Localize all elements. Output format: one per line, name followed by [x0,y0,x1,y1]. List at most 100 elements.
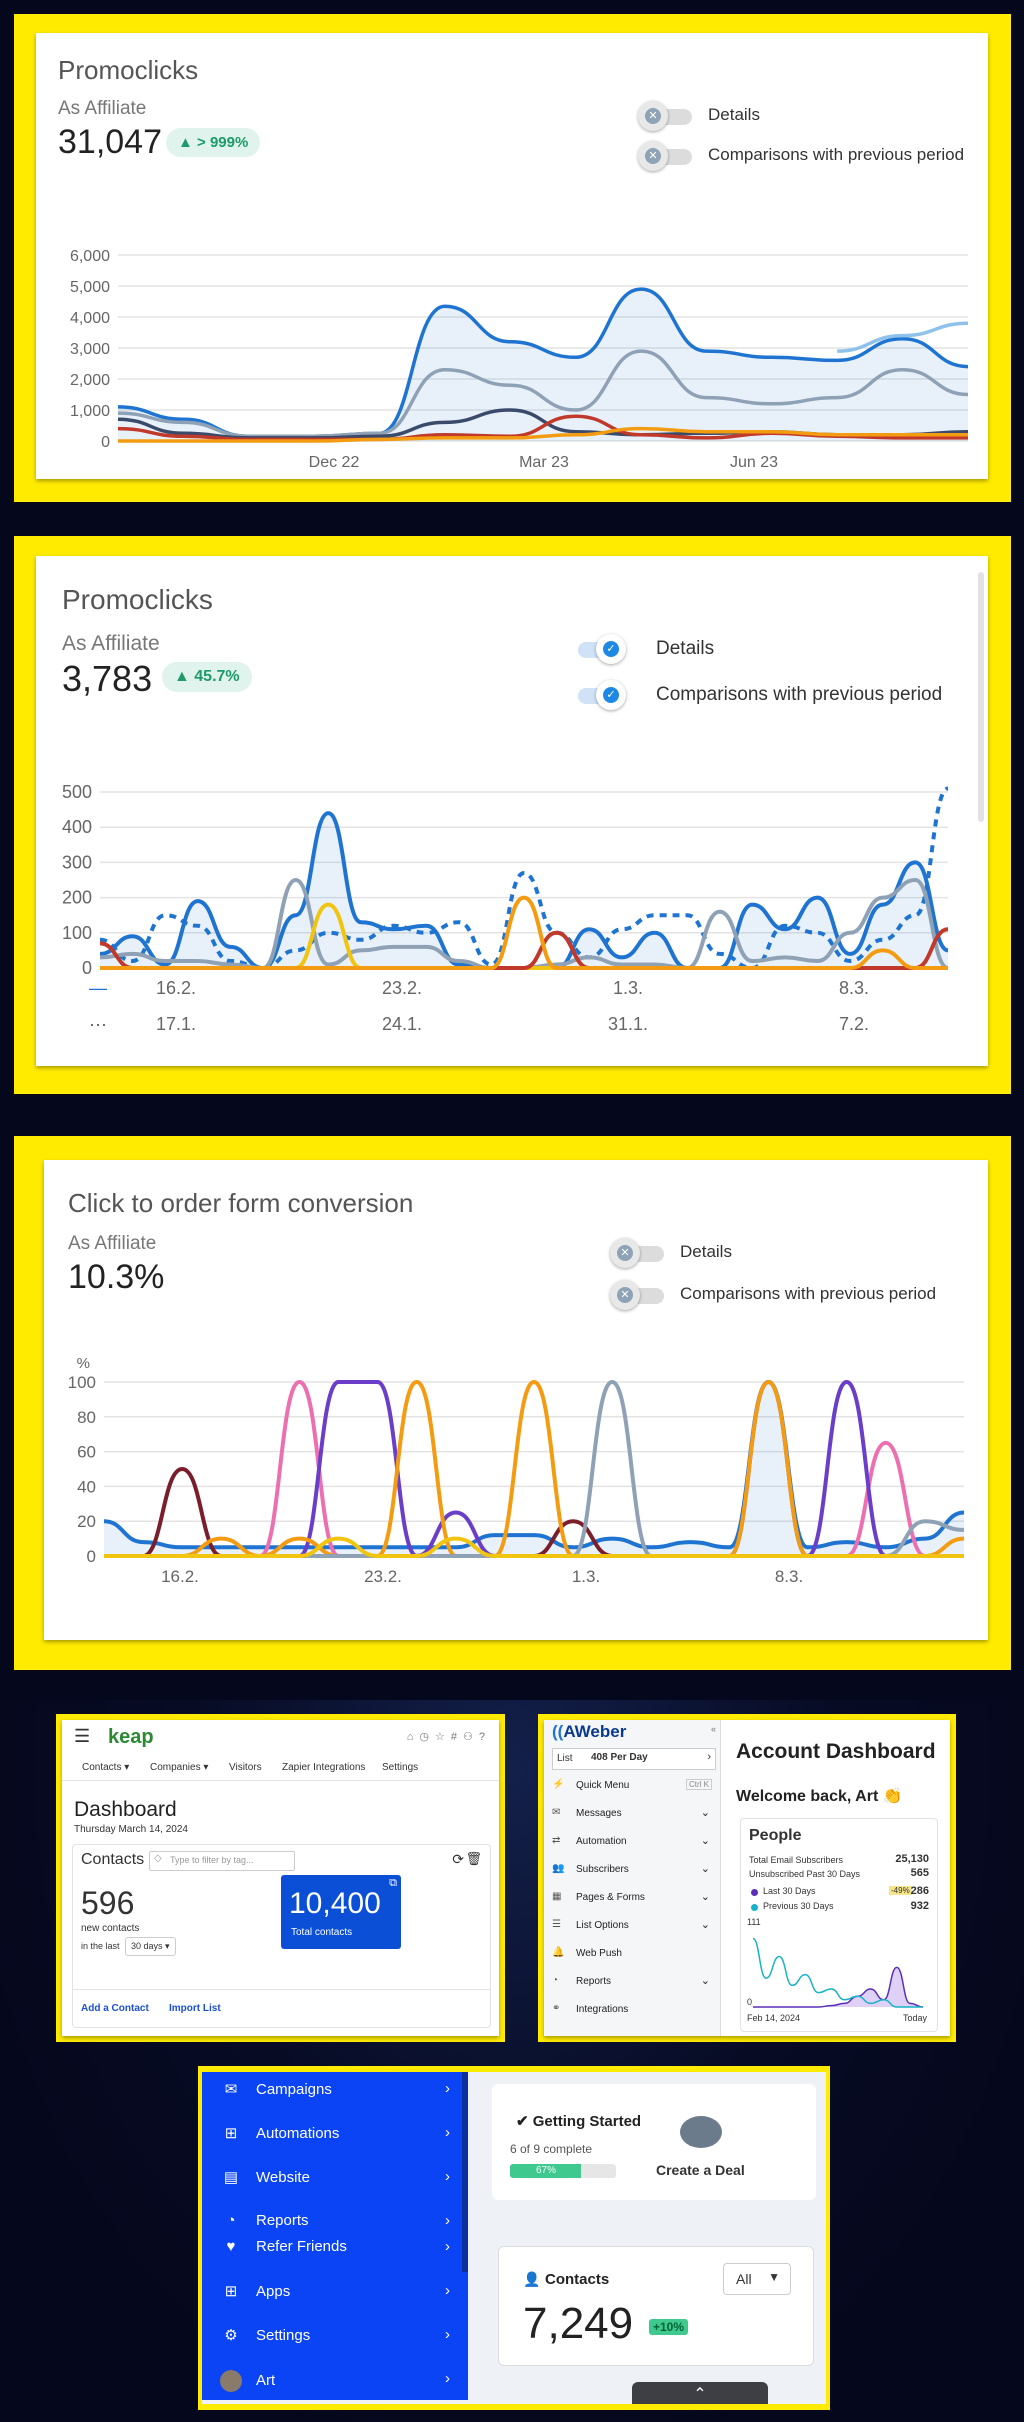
aweber-menu-item[interactable]: ⚡ Quick Menu Ctrl K [552,1776,712,1796]
star-icon[interactable]: ☆ [435,1731,451,1743]
getting-started-progress-fill: 67% [510,2164,582,2178]
series-line-light-series [837,321,969,353]
list-chevron-icon: › [707,1751,711,1763]
menu-item-icon: ✉ [552,1807,561,1818]
clock-icon[interactable]: ◷ [419,1731,435,1743]
panel3-card: Click to order form conversion As Affili… [44,1160,988,1640]
panel1-chart: 6,000 5,000 4,000 3,000 2,000 1,000 0 Dec 22 Mar… [70,248,969,471]
menu-item-icon: ☰ [552,1919,561,1930]
panel2-scrollbar[interactable] [978,572,984,822]
menu-item-label: Quick Menu [576,1780,630,1791]
series-area [753,1967,923,2007]
menu-item-label: Pages & Forms [576,1892,645,1903]
aweber-logo: ((AWeber [552,1722,626,1742]
y-tick-label: 0 [87,1547,96,1566]
panel1-card: Promoclicks As Affiliate 31,047 ▲ > 999%… [36,33,988,479]
keap-contacts-heading: Contacts [81,1851,145,1868]
gear-icon: ⚙ [224,2327,238,2344]
y-tick-label: 3,000 [70,341,110,358]
x-tick-label: 8.3. [775,1567,803,1586]
refresh-icon[interactable]: ⟳ [452,1851,464,1867]
person-icon[interactable]: ⚇ [463,1731,479,1743]
external-link-icon: ⧉ [389,1877,397,1889]
add-contact-link[interactable]: Add a Contact [81,2003,149,2014]
y-tick-label: 100 [62,923,92,943]
aweber-menu-item[interactable]: ☰ List Options ⌄ [552,1916,712,1936]
import-list-link[interactable]: Import List [169,2003,221,2014]
panel1-title: Promoclicks [58,55,199,85]
home-icon[interactable]: ⌂ [406,1731,420,1743]
y-tick-label: 1,000 [70,403,110,420]
getting-started-card[interactable]: ✔ Getting Started 6 of 9 complete 67% Cr… [492,2084,816,2200]
panel3-chart: 100 80 60 40 20 0% 16.2. 23.2. 1.3. 8.3. [68,1355,965,1586]
tag-icon: ◇ [154,1853,162,1864]
nav-companies[interactable]: Companies ▾ [150,1762,209,1773]
sidebar-item-refer-friends[interactable]: ♥ Refer Friends › [220,2238,460,2255]
chevron-down-icon: ⌄ [700,1919,710,1931]
chevron-down-icon: ⌄ [700,1807,710,1819]
menu-item-icon: ◔ [552,1975,559,1986]
keap-footer-divider [73,1989,490,1990]
x-current-tick-label: 23.2. [382,978,422,998]
aweber-menu-item[interactable]: 🔔 Web Push [552,1944,712,1964]
panel1-compare-x-icon: ✕ [645,148,661,164]
help-icon[interactable]: ? [478,1731,491,1743]
aweber-menu-item[interactable]: 👥 Subscribers ⌄ [552,1860,712,1880]
series-line-purple [104,1380,964,1558]
hamburger-menu-icon[interactable]: ☰ [74,1726,91,1746]
unsubscribed-value: 565 [910,1867,929,1879]
scroll-up-button[interactable]: ⌃ [632,2382,768,2404]
aweber-screenshot: ((AWeber « List 408 Per Day › ⚡ Quick Men… [544,1720,950,2036]
aweber-menu-item[interactable]: ⚭ Integrations [552,2000,712,2020]
chevron-right-icon: › [445,2168,450,2185]
nav-contacts[interactable]: Contacts ▾ [82,1762,130,1773]
panel1-change-badge: ▲ > 999% [166,128,261,157]
nav-visitors[interactable]: Visitors [229,1762,262,1773]
getting-started-progress-bar: 67% [510,2164,616,2178]
sidebar-item-automations[interactable]: ⊞ Automations › [220,2124,460,2142]
apps-icon: ⊞ [224,2283,238,2300]
avatar [220,2370,242,2392]
contacts-count: 7,249 [523,2299,634,2348]
menu-item-icon: ▦ [552,1891,562,1902]
contacts-summary-title: Contacts [545,2271,610,2288]
aweber-menu-item[interactable]: ▦ Pages & Forms ⌄ [552,1888,712,1908]
aweber-menu-item[interactable]: ✉ Messages ⌄ [552,1804,712,1824]
sidebar-item-campaigns[interactable]: ✉ Campaigns › [220,2080,460,2098]
series-line-yellow [104,1536,964,1558]
sidebar-scrollbar[interactable] [462,2072,468,2272]
nav-settings[interactable]: Settings [382,1762,419,1773]
contacts-summary-card: 👤 Contacts All ▼ 7,249 +10% [498,2246,814,2366]
menu-item-label: Automation [576,1836,627,1847]
legend-dot-previous [751,1904,758,1911]
sidebar-item-website[interactable]: ▤ Website › [220,2168,460,2186]
sidebar-item-settings[interactable]: ⚙ Settings › [220,2326,460,2344]
keap-header-icons: ⌂◷☆#⚇? [407,1730,491,1743]
getting-started-title: ✔ Getting Started [516,2113,642,2130]
y-tick-label: 5,000 [70,279,110,296]
list-selector[interactable]: List 408 Per Day › [552,1748,716,1770]
y-tick-label: 200 [62,888,92,908]
contacts-filter-select[interactable]: All ▼ [723,2263,791,2295]
website-icon: ▤ [223,2169,239,2186]
series-area [104,1382,964,1556]
trash-icon[interactable]: 🗑 [465,1851,482,1866]
total-contacts-label: Total contacts [291,1927,353,1938]
legend-previous-value: 932 [910,1900,929,1912]
sidebar-item-profile[interactable]: Art › [220,2370,460,2392]
sidebar-item-reports[interactable]: ◔ Reports › [220,2212,460,2229]
getting-started-percent: 67% [536,2165,557,2176]
aweber-menu-item[interactable]: ⇄ Automation ⌄ [552,1832,712,1852]
nav-zapier[interactable]: Zapier Integrations [282,1762,366,1773]
total-contacts-card[interactable]: ⧉ 10,400 Total contacts [281,1875,401,1949]
menu-item-label: Integrations [576,2004,629,2015]
sidebar-collapse-icon[interactable]: « [710,1724,716,1734]
aweber-chart-yzero: 0 [747,1997,753,2007]
sidebar-item-apps[interactable]: ⊞ Apps › [220,2282,460,2300]
tag-filter-input[interactable]: ◇ Type to filter by tag... [149,1851,295,1871]
hash-icon[interactable]: # [450,1731,463,1743]
unsubscribed-label: Unsubscribed Past 30 Days [749,1869,861,1879]
legend-last-label: Last 30 Days [763,1886,816,1896]
period-select[interactable]: 30 days ▾ [125,1937,176,1956]
aweber-menu-item[interactable]: ◔ Reports ⌄ [552,1972,712,1992]
